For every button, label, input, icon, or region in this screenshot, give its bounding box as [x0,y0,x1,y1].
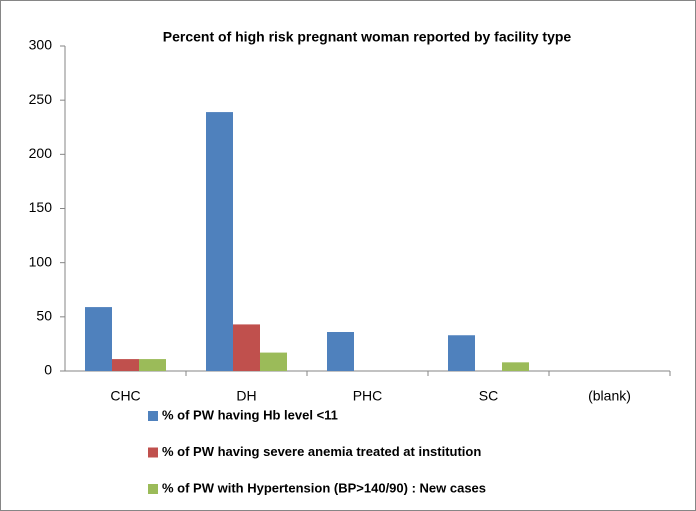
legend-label: % of PW having severe anemia treated at … [162,444,481,459]
x-tick-label: DH [236,388,256,404]
x-tick-label: CHC [110,388,140,404]
legend-swatch [148,411,158,421]
x-tick-label: PHC [353,388,383,404]
legend-label: % of PW with Hypertension (BP>140/90) : … [162,480,486,495]
x-tick-label: SC [479,388,498,404]
legend-swatch [148,484,158,494]
x-tick-label: (blank) [588,388,631,404]
legend-swatch [148,447,158,458]
bar [112,359,139,371]
bar [85,307,112,371]
y-tick-label: 0 [44,362,52,378]
legend-label: % of PW having Hb level <11 [162,407,338,422]
bar [448,335,475,371]
y-tick-label: 100 [29,253,53,269]
chart-title: Percent of high risk pregnant woman repo… [163,29,572,45]
bar [233,324,260,371]
y-tick-label: 300 [29,37,53,53]
bar [206,112,233,371]
bar [260,352,287,371]
bar [327,332,354,371]
bar [139,359,166,371]
y-tick-label: 200 [29,145,53,161]
y-tick-label: 50 [36,308,52,324]
y-tick-label: 150 [29,199,53,215]
bar [502,362,529,371]
y-tick-label: 250 [29,91,53,107]
